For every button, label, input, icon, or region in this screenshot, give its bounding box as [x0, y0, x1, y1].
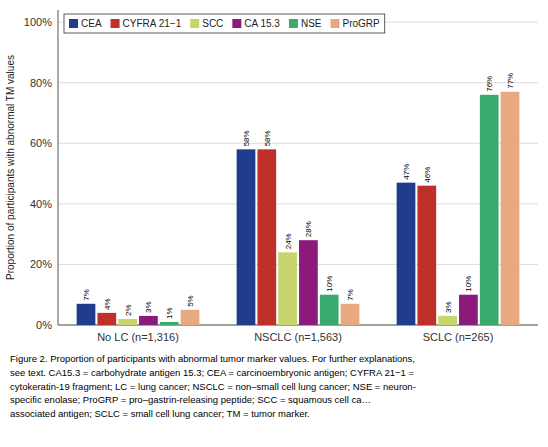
caption-line: specific enolase; ProGRP = pro–gastrin-r… [10, 394, 371, 405]
data-label: 77% [506, 73, 515, 89]
legend-label: NSE [301, 18, 322, 29]
y-tick-label: 0% [36, 319, 52, 331]
data-label: 5% [186, 295, 195, 307]
bars [77, 92, 520, 325]
caption-line: cytokeratin-19 fragment; LC = lung cance… [10, 381, 416, 392]
bar [97, 313, 116, 325]
bar [278, 252, 297, 325]
data-label: 58% [242, 130, 251, 146]
legend-swatch [331, 19, 340, 28]
data-label: 46% [423, 167, 432, 183]
data-label: 1% [165, 307, 174, 319]
legend-swatch [69, 19, 78, 28]
bar [397, 183, 416, 325]
grid-line [58, 203, 538, 204]
data-label: 3% [444, 301, 453, 313]
caption-line: Figure 2. Proportion of participants wit… [10, 353, 415, 364]
caption-line: see text. CA15.3 = carbohydrate antigen … [10, 367, 414, 378]
bar [438, 316, 457, 325]
legend-label: ProGRP [343, 18, 381, 29]
legend-swatch [190, 19, 199, 28]
bar [501, 92, 520, 325]
y-tick-label: 20% [30, 258, 52, 270]
bar [257, 149, 276, 325]
caption-line: associated antigen; SCLC = small cell lu… [10, 408, 310, 419]
x-tick-label: NSCLC (n=1,563) [254, 331, 342, 343]
legend-frame [64, 14, 385, 33]
bar [118, 319, 137, 325]
legend-label: CEA [81, 18, 102, 29]
y-tick-label: 40% [30, 198, 52, 210]
data-label: 3% [144, 301, 153, 313]
data-label: 24% [284, 233, 293, 249]
data-label: 7% [346, 289, 355, 301]
legend-label: SCC [202, 18, 223, 29]
bar [320, 295, 339, 325]
data-label: 58% [263, 130, 272, 146]
data-label: 76% [485, 76, 494, 92]
chart: 0% 20% 40% 60% 80% 100% Proportion of particip… [0, 0, 548, 447]
legend-swatch [111, 19, 120, 28]
caption: Figure 2. Proportion of participants wit… [10, 353, 416, 419]
x-tick-label: SCLC (n=265) [423, 331, 494, 343]
y-axis-label: Proportion of participants with abnormal… [5, 55, 16, 280]
bar [480, 95, 499, 325]
bar [77, 304, 96, 325]
bar [160, 322, 179, 325]
data-label: 47% [402, 164, 411, 180]
background [0, 0, 548, 447]
y-axis-line [58, 10, 59, 325]
bar [139, 316, 158, 325]
data-label: 4% [103, 298, 112, 310]
grid-line [58, 264, 538, 265]
x-tick-label: No LC (n=1,316) [97, 331, 179, 343]
data-label: 2% [124, 304, 133, 316]
bar [237, 149, 256, 325]
data-label: 10% [325, 276, 334, 292]
data-label: 7% [82, 289, 91, 301]
legend-swatch [289, 19, 298, 28]
bar [459, 295, 478, 325]
data-label: 10% [464, 276, 473, 292]
grid-line [58, 143, 538, 144]
legend: CEA CYFRA 21−1 SCC CA 15.3 NSE ProGRP [64, 14, 385, 33]
grid-line [58, 82, 538, 83]
bar [341, 304, 360, 325]
y-tick-label: 80% [30, 77, 52, 89]
grid [58, 22, 538, 325]
legend-label: CA 15.3 [244, 18, 280, 29]
bar [417, 186, 436, 325]
legend-swatch [232, 19, 241, 28]
y-tick-label: 100% [24, 16, 52, 28]
bar [181, 310, 200, 325]
bar [299, 240, 318, 325]
data-labels: 7% 4% 2% 3% 1% 5% 58% 58% 24% 28% 10% 7% 47% 46% 3% 10%… [82, 73, 515, 319]
legend-label: CYFRA 21−1 [123, 18, 182, 29]
y-tick-label: 60% [30, 137, 52, 149]
data-label: 28% [304, 221, 313, 237]
